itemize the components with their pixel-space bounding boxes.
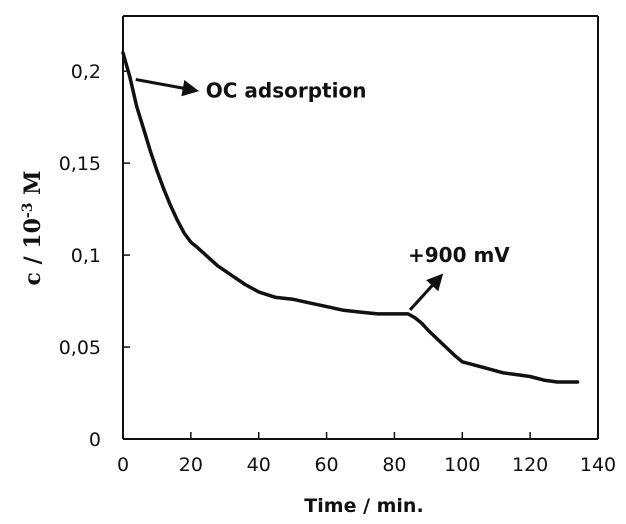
y-axis-title-unit: M <box>20 171 46 203</box>
x-tick-label: 140 <box>580 454 616 476</box>
x-tick-label: 60 <box>314 454 338 476</box>
annotation-layer: OC adsorption +900 mV <box>135 78 510 311</box>
y-tick-label: 0,1 <box>71 245 101 267</box>
annotation-label: OC adsorption <box>206 79 367 103</box>
y-tick-label: 0 <box>89 429 101 451</box>
x-tick-label: 0 <box>117 454 129 476</box>
x-ticks: 0 20 40 60 80 100 120 140 <box>117 432 616 476</box>
series-layer <box>121 51 580 384</box>
y-axis-title-main: c / 10 <box>20 218 46 285</box>
y-ticks: 0 0,05 0,1 0,15 0,2 <box>59 61 130 451</box>
y-tick-label: 0,15 <box>59 153 101 175</box>
y-tick-label: 0,2 <box>71 61 101 83</box>
x-tick-label: 80 <box>382 454 406 476</box>
y-axis-title: c / 10-3 M <box>20 171 46 286</box>
x-tick-label: 20 <box>179 454 203 476</box>
annotation-arrow <box>135 78 200 97</box>
annotation-arrow <box>408 273 444 311</box>
x-tick-label: 40 <box>247 454 271 476</box>
x-tick-label: 120 <box>512 454 548 476</box>
annotation-label: +900 mV <box>408 243 510 267</box>
y-tick-label: 0,05 <box>59 337 101 359</box>
series-line <box>121 51 580 384</box>
x-axis-title: Time / min. <box>304 495 423 517</box>
x-tick-label: 100 <box>444 454 480 476</box>
y-axis-title-exponent: -3 <box>20 203 36 219</box>
